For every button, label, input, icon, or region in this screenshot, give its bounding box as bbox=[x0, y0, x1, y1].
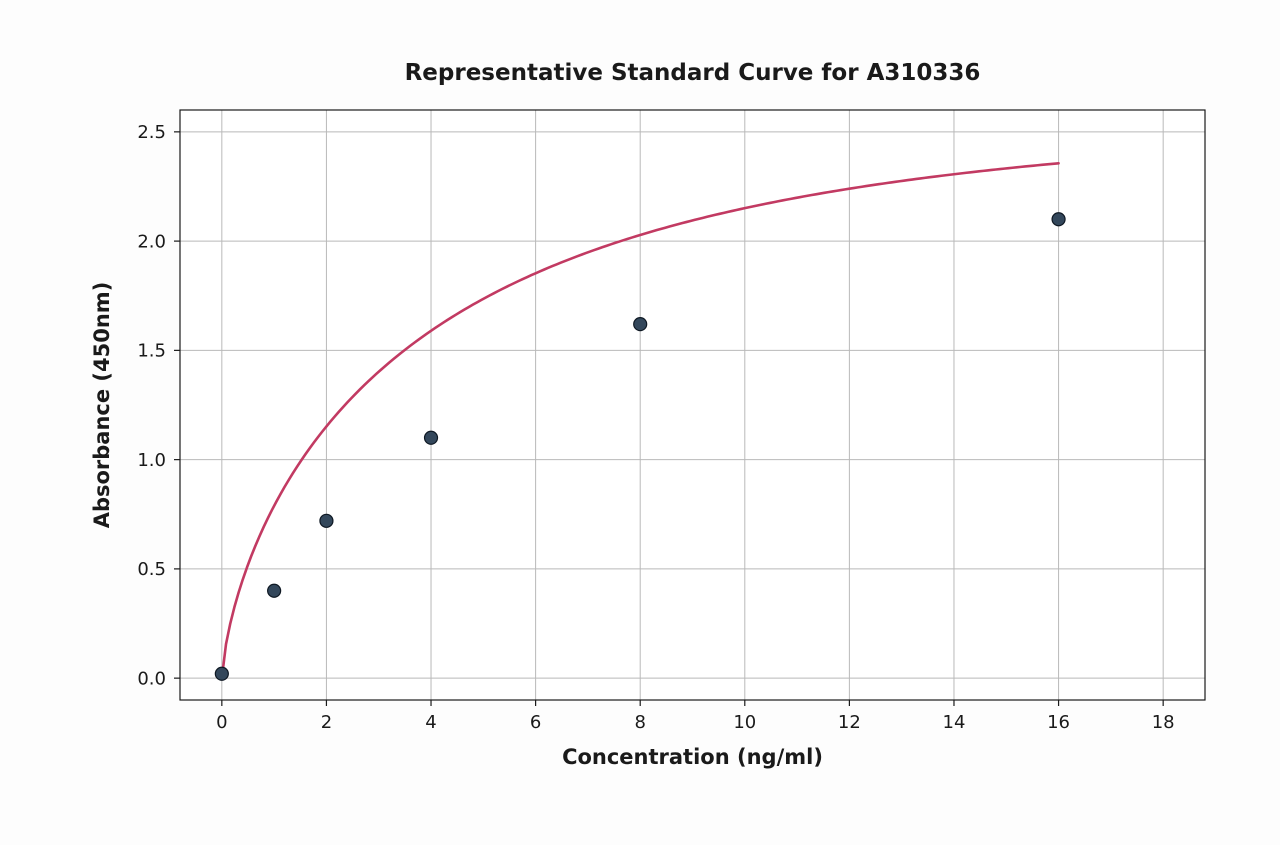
data-point bbox=[425, 431, 438, 444]
x-tick-label: 10 bbox=[733, 712, 756, 733]
data-point bbox=[268, 584, 281, 597]
data-point bbox=[320, 514, 333, 527]
x-axis-label: Concentration (ng/ml) bbox=[562, 745, 823, 769]
y-axis-label: Absorbance (450nm) bbox=[90, 282, 114, 529]
plot-background bbox=[180, 110, 1205, 700]
y-tick-label: 0.5 bbox=[137, 559, 166, 580]
x-tick-label: 14 bbox=[943, 712, 966, 733]
y-tick-label: 2.0 bbox=[137, 231, 166, 252]
x-tick-label: 16 bbox=[1047, 712, 1070, 733]
x-tick-label: 12 bbox=[838, 712, 861, 733]
x-tick-label: 0 bbox=[216, 712, 227, 733]
x-tick-label: 18 bbox=[1152, 712, 1175, 733]
data-point bbox=[1052, 213, 1065, 226]
y-tick-label: 0.0 bbox=[137, 668, 166, 689]
x-tick-label: 4 bbox=[425, 712, 436, 733]
data-point bbox=[634, 318, 647, 331]
chart-title: Representative Standard Curve for A31033… bbox=[405, 60, 981, 86]
x-tick-label: 2 bbox=[321, 712, 332, 733]
y-tick-label: 1.5 bbox=[137, 341, 166, 362]
data-point bbox=[215, 667, 228, 680]
x-tick-label: 6 bbox=[530, 712, 541, 733]
chart-svg: 0 2 4 6 8 10 12 14 16 18 0.0 0.5 1.0 1.5 2.0 2.5 Repres… bbox=[0, 0, 1280, 845]
y-tick-label: 1.0 bbox=[137, 450, 166, 471]
y-tick-label: 2.5 bbox=[137, 122, 166, 143]
x-tick-label: 8 bbox=[634, 712, 645, 733]
chart-container: 0 2 4 6 8 10 12 14 16 18 0.0 0.5 1.0 1.5 2.0 2.5 Repres… bbox=[0, 0, 1280, 845]
